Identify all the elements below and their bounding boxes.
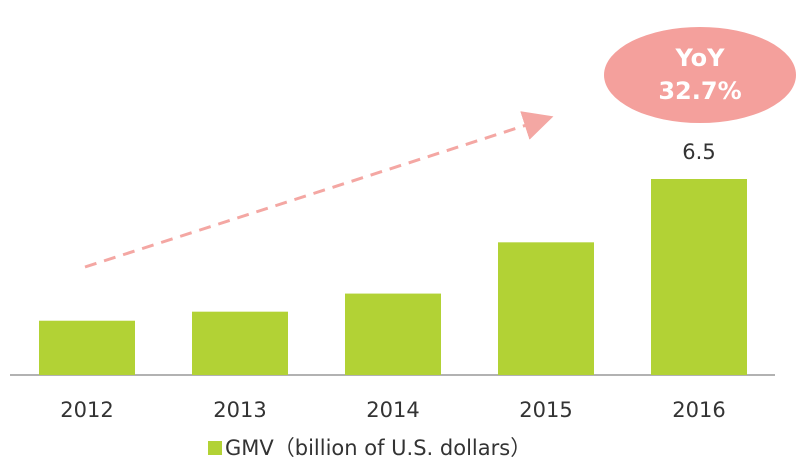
x-tick-label: 2012 xyxy=(60,398,113,422)
bar xyxy=(345,293,441,375)
data-label: 6.5 xyxy=(682,140,715,164)
bar xyxy=(651,179,747,375)
x-tick-label: 2013 xyxy=(213,398,266,422)
bar xyxy=(498,242,594,375)
x-tick-label: 2015 xyxy=(519,398,572,422)
bar xyxy=(192,311,288,375)
x-tick-label: 2016 xyxy=(672,398,725,422)
trend-arrow xyxy=(84,111,554,269)
annotation-bubble xyxy=(604,27,796,123)
bar xyxy=(39,320,135,375)
legend-swatch xyxy=(208,441,222,455)
x-tick-label: 2014 xyxy=(366,398,419,422)
annotation-text: 32.7% xyxy=(658,77,741,105)
annotation-text: YoY xyxy=(674,44,725,72)
legend-label: GMV（billion of U.S. dollars） xyxy=(225,436,531,460)
